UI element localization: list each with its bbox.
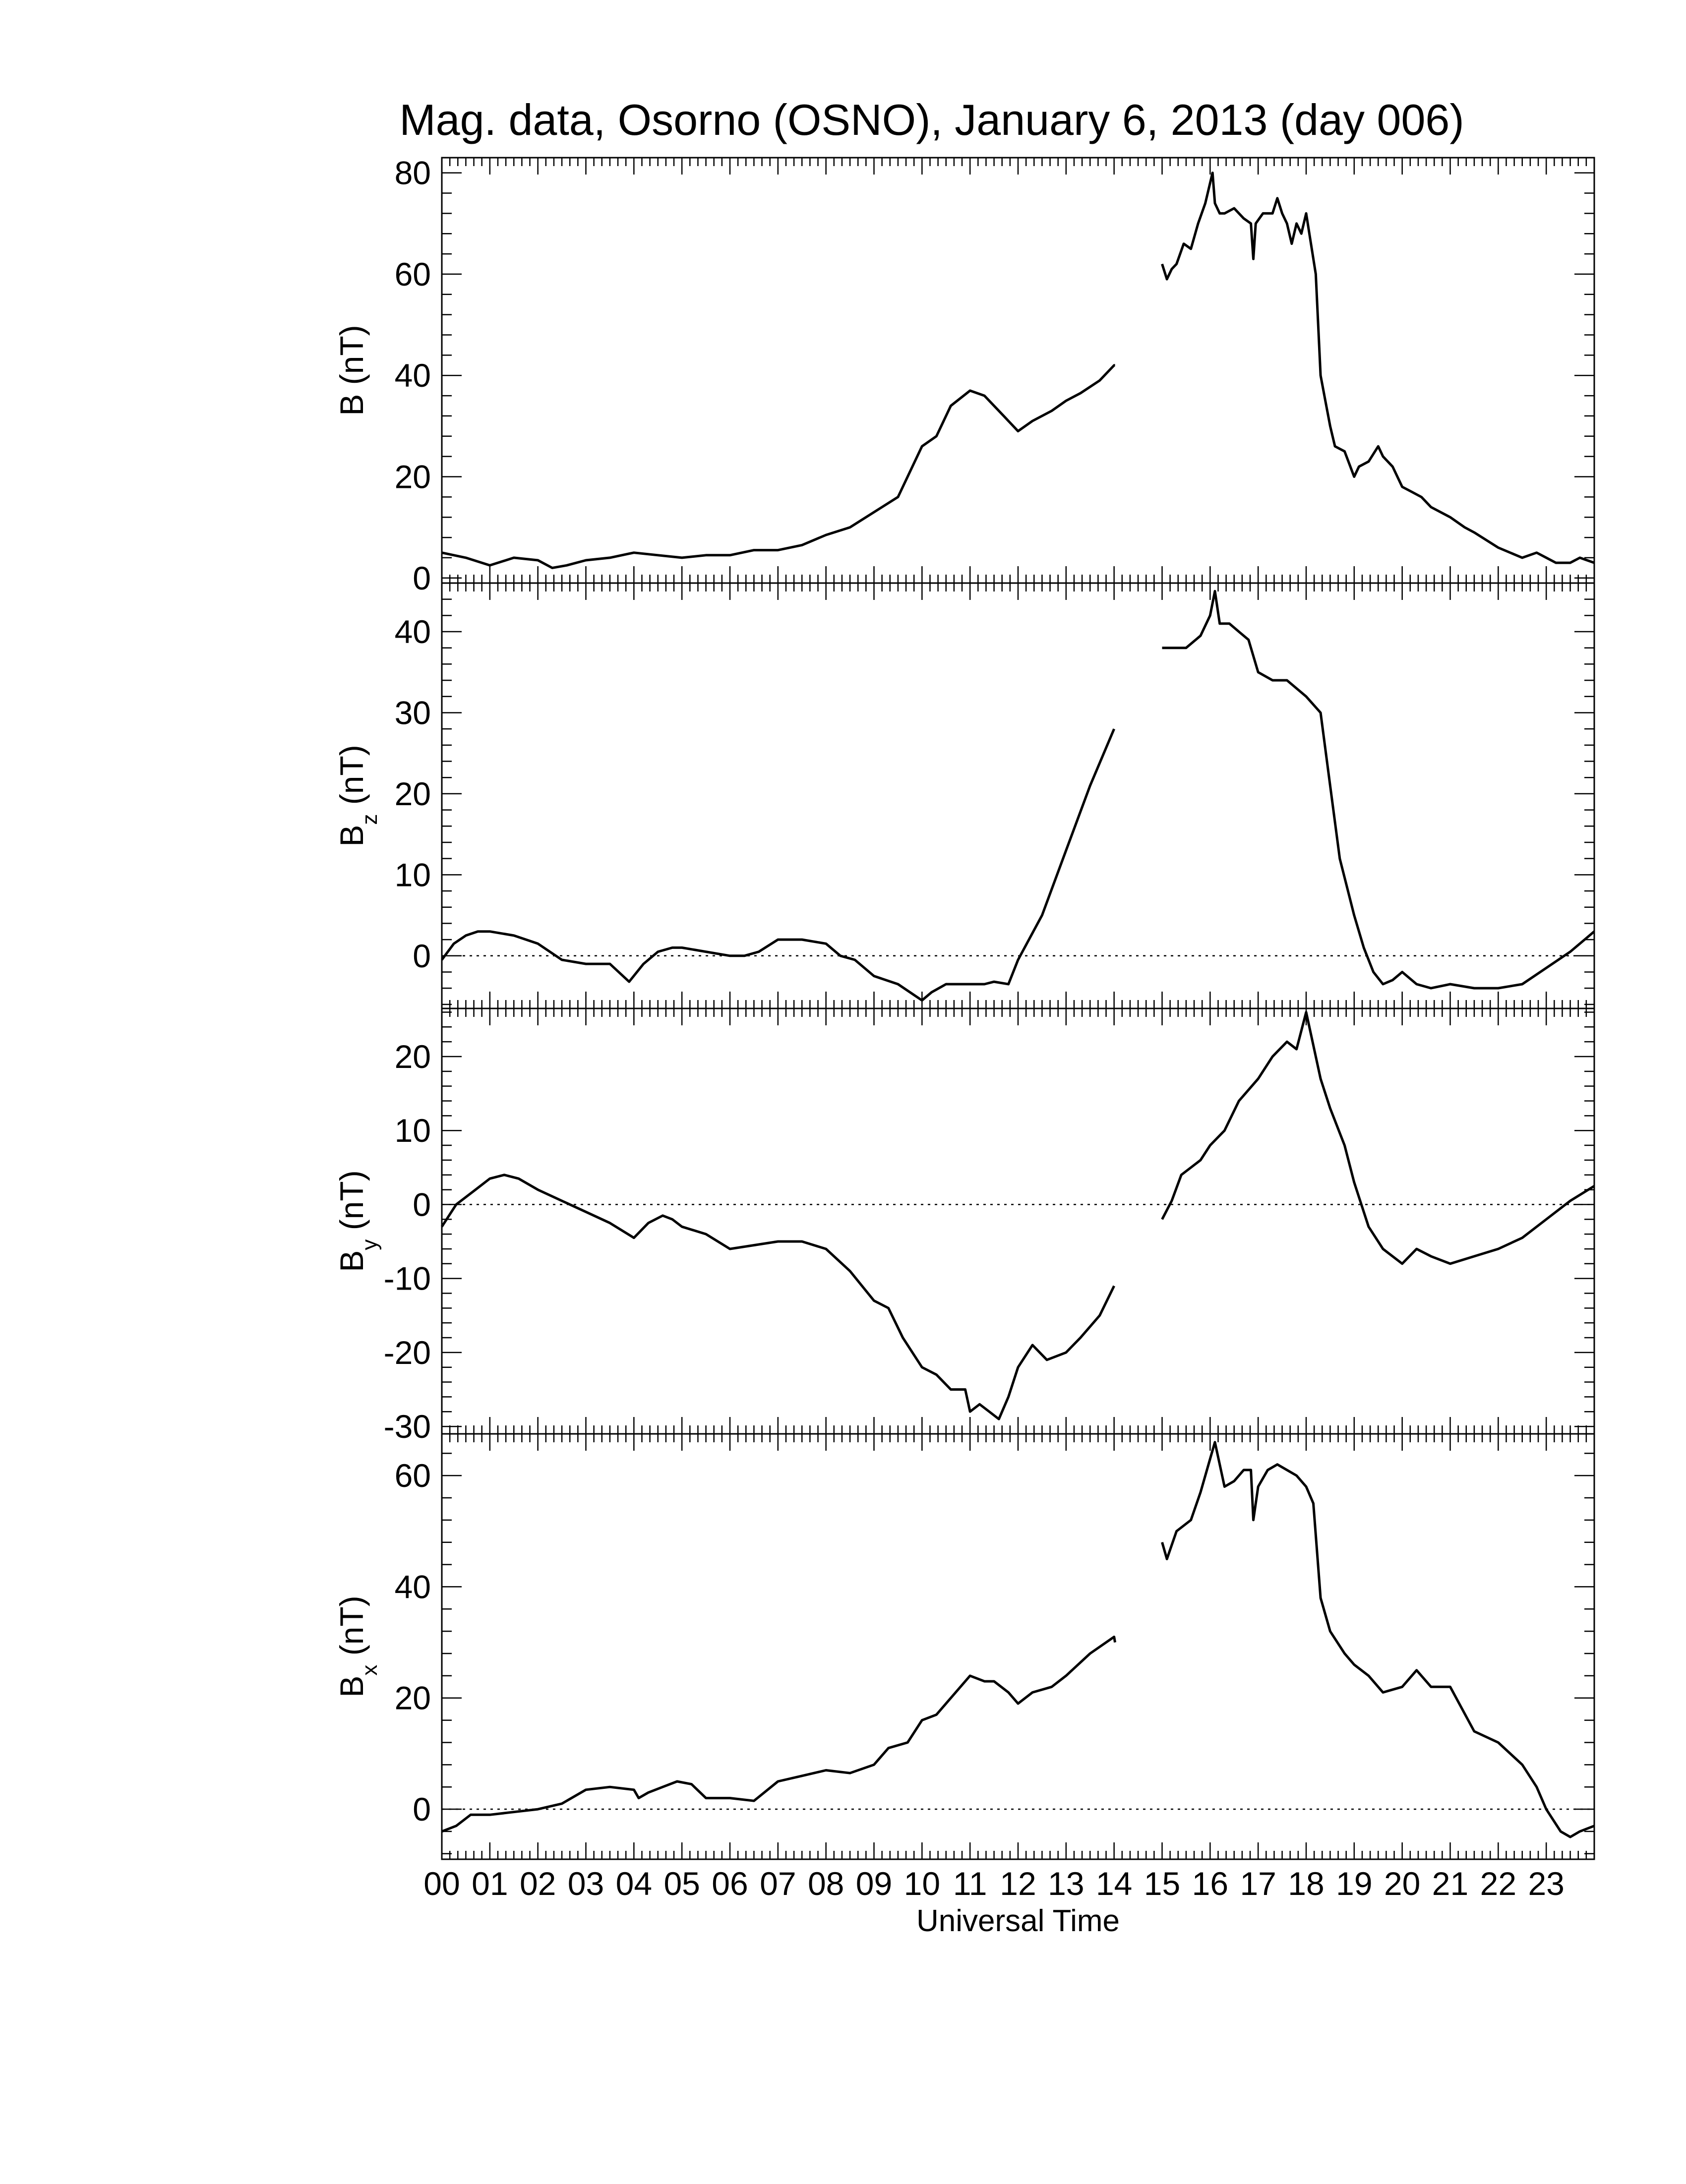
x-tick-label: 06 — [712, 1865, 748, 1902]
panel-frame — [441, 582, 1595, 1009]
y-tick-label: 20 — [395, 1680, 431, 1716]
x-tick-label: 09 — [856, 1865, 892, 1902]
y-tick-label: 30 — [395, 694, 431, 731]
x-tick-label: 04 — [616, 1865, 652, 1902]
x-tick-label: 02 — [520, 1865, 556, 1902]
y-tick-label: 0 — [413, 1791, 431, 1828]
y-tick-label: 0 — [413, 938, 431, 974]
panel-Bz: 0 10 20 30 40 Bz (nT) — [333, 582, 1595, 1009]
x-tick-label: 01 — [472, 1865, 508, 1902]
y-tick-label: 20 — [395, 1038, 431, 1075]
y-tick-label: 10 — [395, 1112, 431, 1149]
panel-By: -30 -20 -10 0 10 20 By (nT) — [333, 1007, 1595, 1445]
y-tick-label: 60 — [395, 1457, 431, 1494]
y-tick-label: 0 — [413, 560, 431, 596]
data-line-By-segment-2 — [1161, 1011, 1595, 1265]
x-tick-label: 03 — [568, 1865, 604, 1902]
panel-Bx: 0 20 40 60 Bx (nT) — [333, 1433, 1595, 1860]
x-tick-label: 22 — [1480, 1865, 1516, 1902]
x-tick-label: 12 — [1000, 1865, 1036, 1902]
y-tick-label: 10 — [395, 856, 431, 893]
x-tick-label: 08 — [808, 1865, 844, 1902]
x-tick-label: 10 — [904, 1865, 940, 1902]
x-axis-label: Universal Time — [916, 1904, 1120, 1938]
x-tick-label: 17 — [1240, 1865, 1276, 1902]
y-tick-label: 40 — [395, 1568, 431, 1605]
x-tick-label: 14 — [1096, 1865, 1132, 1902]
x-tick-label: 15 — [1144, 1865, 1180, 1902]
x-tick-label: 20 — [1384, 1865, 1420, 1902]
x-tick-label: 05 — [663, 1865, 700, 1902]
x-tick-label: 18 — [1288, 1865, 1324, 1902]
y-tick-label: 40 — [395, 357, 431, 394]
y-axis-label: B (nT) — [333, 325, 370, 415]
data-line-B-segment-1 — [441, 364, 1116, 569]
x-tick-label: 21 — [1432, 1865, 1468, 1902]
data-line-Bz-segment-2 — [1162, 590, 1595, 990]
y-tick-label: 20 — [395, 775, 431, 812]
panel-B: 0 20 40 60 80 B (nT) — [333, 155, 1595, 596]
data-line-B-segment-2 — [1161, 172, 1595, 564]
y-tick-label: 40 — [395, 613, 431, 650]
panel-frame — [441, 157, 1595, 584]
y-tick-label: 60 — [395, 256, 431, 293]
data-line-Bx-segment-1 — [441, 1635, 1117, 1833]
y-tick-label: -10 — [384, 1260, 431, 1297]
panel-frame — [441, 1433, 1595, 1860]
y-tick-label: 20 — [395, 459, 431, 495]
y-axis-label: Bz (nT) — [333, 745, 382, 846]
data-line-By-segment-1 — [440, 1174, 1115, 1420]
x-tick-label: 19 — [1336, 1865, 1372, 1902]
y-tick-label: -30 — [384, 1408, 431, 1445]
y-axis-label: Bx (nT) — [333, 1595, 382, 1697]
x-tick-label: 13 — [1048, 1865, 1084, 1902]
data-line-Bz-segment-1 — [440, 728, 1116, 1002]
y-tick-label: -20 — [384, 1334, 431, 1371]
chart-title: Mag. data, Osorno (OSNO), January 6, 201… — [399, 95, 1464, 144]
y-tick-label: 0 — [413, 1186, 431, 1223]
x-tick-label: 11 — [953, 1865, 987, 1902]
data-line-Bx-segment-2 — [1161, 1441, 1595, 1838]
y-tick-label: 80 — [395, 155, 431, 191]
x-tick-label: 16 — [1192, 1865, 1228, 1902]
x-tick-label: 07 — [760, 1865, 796, 1902]
x-tick-label: 00 — [423, 1865, 460, 1902]
y-axis-label: By (nT) — [333, 1170, 382, 1272]
x-tick-label: 23 — [1528, 1865, 1564, 1902]
